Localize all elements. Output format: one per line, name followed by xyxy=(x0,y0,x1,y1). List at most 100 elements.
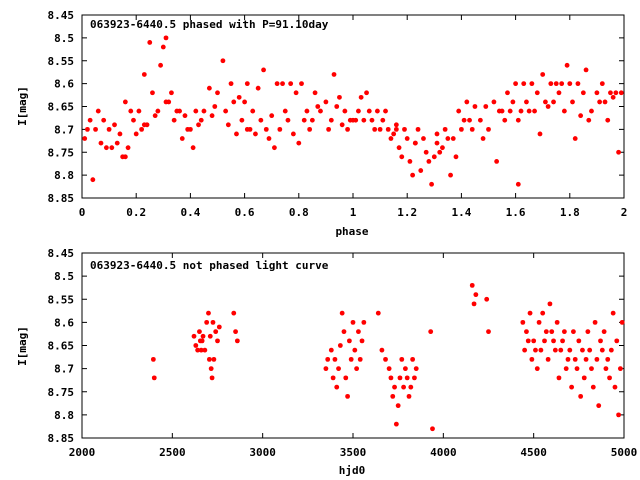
unphased-data-point xyxy=(607,375,612,381)
phased-y-tick-label: 8.65 xyxy=(48,101,75,114)
phased-data-point xyxy=(122,99,128,105)
unphased-data-point xyxy=(410,356,416,362)
unphased-data-point xyxy=(336,366,341,372)
phased-x-axis-label: phase xyxy=(335,225,368,238)
phased-data-point xyxy=(274,81,280,87)
phased-data-point xyxy=(90,177,96,183)
phased-data-point xyxy=(236,94,242,100)
phased-data-point xyxy=(456,108,462,114)
phased-data-point xyxy=(534,90,540,96)
phased-data-point xyxy=(469,126,475,132)
unphased-data-point xyxy=(395,403,401,409)
phased-data-point xyxy=(296,140,302,146)
unphased-data-point xyxy=(567,347,573,353)
phased-y-tick-label: 8.8 xyxy=(54,169,74,182)
unphased-data-point xyxy=(542,338,547,344)
phased-data-point xyxy=(125,145,131,151)
unphased-y-tick-label: 8.45 xyxy=(48,247,75,260)
unphased-data-point xyxy=(587,347,593,353)
unphased-data-point xyxy=(195,347,201,353)
phased-data-point xyxy=(402,126,407,132)
phased-data-point xyxy=(440,145,445,151)
unphased-data-point xyxy=(540,310,546,316)
unphased-data-point xyxy=(215,338,220,344)
phased-data-point xyxy=(597,99,603,105)
phased-y-tick-label: 8.6 xyxy=(54,78,74,91)
phased-data-point xyxy=(285,117,291,123)
unphased-data-point xyxy=(193,343,199,348)
phased-x-tick-label: 0.2 xyxy=(126,206,146,219)
phased-data-point xyxy=(515,181,521,187)
unphased-data-point xyxy=(522,347,528,353)
unphased-data-point xyxy=(359,338,365,344)
phased-data-point xyxy=(499,108,505,114)
unphased-data-point xyxy=(206,356,212,362)
unphased-x-tick-label: 5000 xyxy=(611,446,638,459)
phased-data-point xyxy=(304,108,310,114)
phased-data-point xyxy=(434,131,440,137)
unphased-y-axis-label: I[mag] xyxy=(16,326,29,366)
phased-data-point xyxy=(212,104,218,109)
phased-data-point xyxy=(429,181,434,187)
unphased-data-point xyxy=(563,366,569,372)
unphased-data-point xyxy=(406,393,412,399)
phased-y-tick-label: 8.45 xyxy=(48,9,75,22)
phased-data-point xyxy=(128,108,134,114)
phased-data-point xyxy=(567,81,573,87)
unphased-x-tick-label: 3500 xyxy=(340,446,367,459)
unphased-data-points xyxy=(150,282,625,432)
phased-data-point xyxy=(242,99,248,105)
unphased-data-point xyxy=(209,375,215,381)
phased-data-point xyxy=(442,126,448,132)
unphased-data-point xyxy=(401,384,406,390)
phased-data-point xyxy=(483,104,489,109)
phased-y-tick-label: 8.75 xyxy=(48,146,75,159)
phased-data-point xyxy=(526,108,532,114)
phased-data-point xyxy=(412,140,418,146)
phased-data-point xyxy=(82,136,88,141)
unphased-data-point xyxy=(379,347,385,353)
phased-data-point xyxy=(459,126,464,132)
phased-data-point xyxy=(255,85,261,91)
phased-data-point xyxy=(136,108,142,114)
phased-data-point xyxy=(163,35,169,41)
phased-data-point xyxy=(282,108,288,114)
unphased-data-point xyxy=(233,329,238,335)
phased-data-point xyxy=(293,90,299,96)
unphased-data-point xyxy=(601,329,607,335)
unphased-data-point xyxy=(216,324,222,330)
phased-data-point xyxy=(431,154,437,160)
unphased-data-point xyxy=(558,347,564,353)
unphased-data-point xyxy=(574,366,580,372)
phased-x-tick-label: 0 xyxy=(79,206,86,219)
phased-data-point xyxy=(605,117,611,123)
phased-data-point xyxy=(244,126,250,132)
phased-data-point xyxy=(472,104,478,109)
phased-data-point xyxy=(578,113,584,119)
phased-axes-ticks: 0 0.2 0.4 0.6 0.8 1 1.2 1.4 1.6 1.8 2 8.45 8.5 8.55 8.… xyxy=(48,9,628,219)
unphased-y-tick-label: 8.75 xyxy=(48,386,75,399)
phased-data-point xyxy=(374,108,380,114)
unphased-data-point xyxy=(614,338,620,344)
unphased-data-point xyxy=(549,329,555,335)
phased-data-point xyxy=(613,90,619,96)
phased-data-point xyxy=(201,108,207,114)
phased-data-point xyxy=(288,81,294,87)
unphased-x-tick-label: 4500 xyxy=(520,446,547,459)
phased-x-tick-label: 2 xyxy=(621,206,628,219)
unphased-data-point xyxy=(352,347,358,353)
unphased-data-point xyxy=(569,384,575,390)
unphased-y-tick-label: 8.7 xyxy=(54,363,74,376)
unphased-data-point xyxy=(610,310,616,316)
unphased-y-tick-label: 8.55 xyxy=(48,293,75,306)
unphased-data-point xyxy=(357,356,363,362)
unphased-axes-ticks: 2000 2500 3000 3500 4000 4500 5000 8.45 8.5 8.55 8… xyxy=(48,247,638,459)
phased-data-point xyxy=(220,58,226,64)
phased-data-point xyxy=(266,136,272,141)
unphased-data-point xyxy=(560,338,565,344)
phased-data-point xyxy=(299,81,304,87)
phased-data-point xyxy=(450,136,456,141)
phased-plot-frame xyxy=(81,14,625,199)
phased-y-tick-label: 8.7 xyxy=(54,123,74,136)
